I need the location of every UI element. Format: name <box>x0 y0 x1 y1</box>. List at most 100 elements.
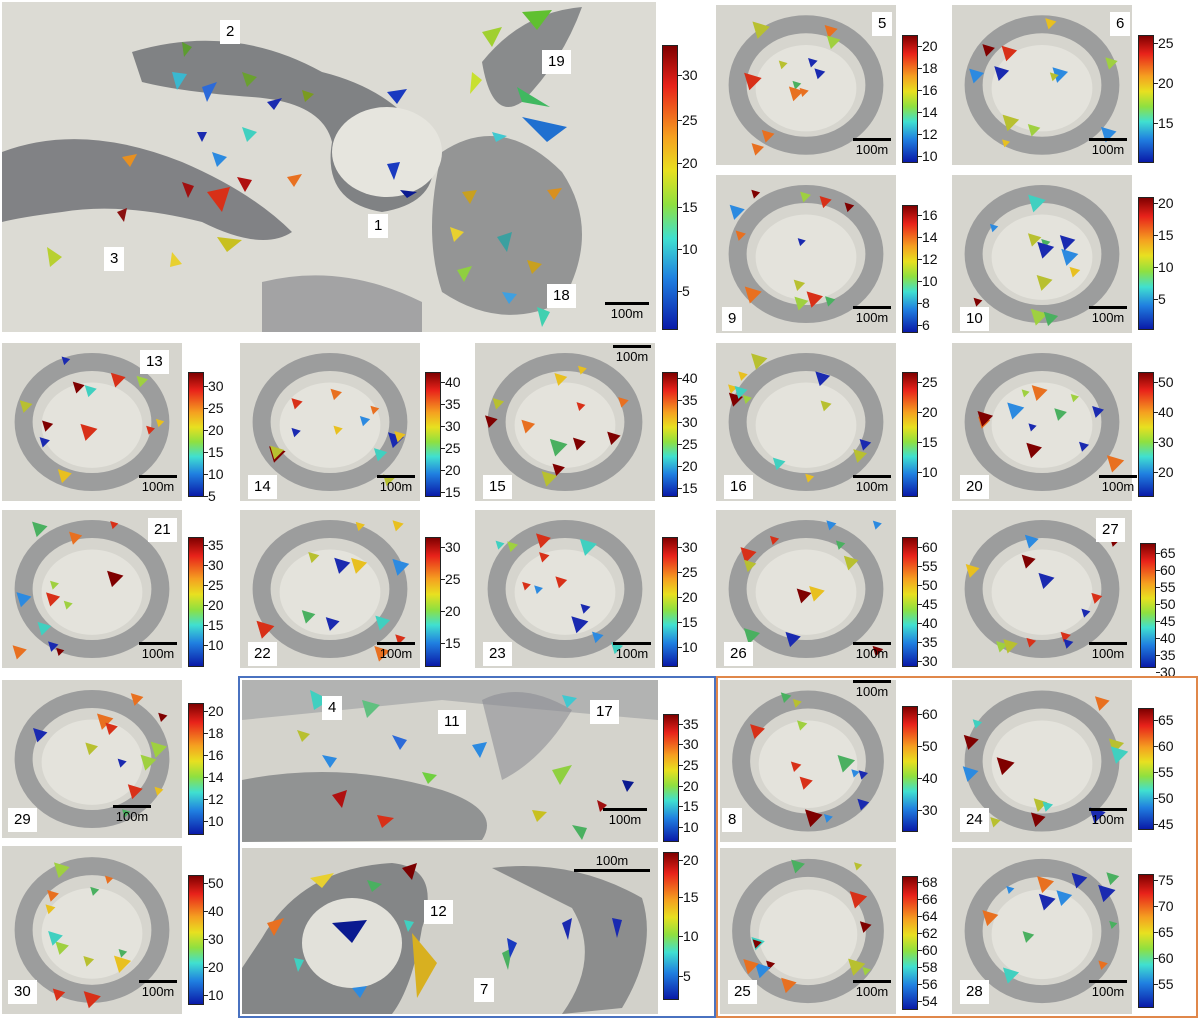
triangle-marker <box>729 204 745 220</box>
triangle-marker <box>872 645 884 657</box>
panel-4-11-17: 4 11 17 100m <box>242 680 658 842</box>
triangle-marker <box>808 57 818 68</box>
triangle-marker <box>1026 442 1042 459</box>
colorbar-24: 65 60 55 50 45 <box>1138 708 1178 832</box>
triangle-marker <box>32 521 48 538</box>
terrain-panel-26 <box>716 510 896 668</box>
triangle-marker <box>752 939 762 949</box>
colorbar-tick: 45 <box>918 596 938 612</box>
triangle-marker <box>972 719 983 729</box>
colorbar-tick: 15 <box>204 617 224 633</box>
triangle-marker <box>820 400 832 412</box>
triangle-marker <box>48 641 59 652</box>
triangle-marker <box>1021 389 1030 398</box>
triangle-marker <box>541 471 558 487</box>
triangle-marker <box>823 813 833 823</box>
triangle-marker <box>752 21 770 39</box>
triangle-marker <box>355 521 365 532</box>
crater-label-24: 24 <box>960 808 989 832</box>
colorbar-tick: 30 <box>204 557 224 573</box>
colorbar-tick: 20 <box>204 422 224 438</box>
triangle-marker <box>495 540 505 550</box>
triangle-marker <box>61 356 71 366</box>
triangle-marker <box>1001 45 1018 62</box>
triangle-marker <box>1042 801 1054 812</box>
triangle-marker <box>859 921 872 933</box>
colorbar-tick: 10 <box>678 639 698 655</box>
triangle-marker <box>492 398 505 410</box>
colorbar-23: 30 25 20 15 10 <box>662 537 702 667</box>
colorbar-tick: 25 <box>679 757 699 773</box>
colorbar-5: 20 18 16 14 12 10 <box>902 35 942 164</box>
triangle-marker <box>579 538 597 556</box>
colorbar-tick: 15 <box>204 444 224 460</box>
triangle-marker <box>792 698 802 708</box>
triangle-marker <box>50 580 59 590</box>
triangle-marker <box>1059 235 1076 251</box>
triangle-marker <box>982 44 995 57</box>
colorbar-tick: 45 <box>1156 613 1176 629</box>
terrain-panel-9 <box>716 175 896 333</box>
colorbar-25: 68 66 64 62 60 58 56 54 <box>902 874 942 1010</box>
triangle-marker <box>849 891 868 909</box>
colorbar-tick: 25 <box>441 571 461 587</box>
color-ramp <box>902 537 918 667</box>
colorbar-30: 50 40 30 20 10 <box>188 875 228 1005</box>
triangle-marker <box>334 557 351 574</box>
terrain-panel-8 <box>720 680 896 842</box>
scale-bar: 100m <box>850 306 894 325</box>
triangle-marker <box>37 621 52 636</box>
triangle-marker <box>1036 274 1053 291</box>
triangle-marker <box>1045 18 1057 30</box>
scale-bar: 100m <box>1096 475 1140 494</box>
colorbar-blue-top: 35 30 25 20 15 10 <box>663 714 703 842</box>
triangle-marker <box>359 415 371 427</box>
color-ramp <box>1138 197 1154 330</box>
colorbar-tick: 18 <box>918 60 938 76</box>
triangle-marker <box>826 520 837 531</box>
crater-label-21: 21 <box>148 518 177 542</box>
triangle-marker <box>80 423 98 441</box>
scale-label: 100m <box>855 142 889 157</box>
colorbar-tick: 10 <box>204 637 224 653</box>
colorbar-tick: 20 <box>204 597 224 613</box>
triangle-marker <box>778 60 788 70</box>
colorbar-tick: 10 <box>204 987 224 1003</box>
crater-label-28: 28 <box>960 980 989 1004</box>
colorbar-tick: 25 <box>441 440 461 456</box>
triangle-marker <box>848 958 866 976</box>
colorbar-tick: 30 <box>441 539 461 555</box>
triangle-marker <box>507 541 519 553</box>
triangle-marker <box>859 439 872 451</box>
triangle-marker <box>1094 696 1110 711</box>
triangle-marker <box>1007 402 1025 420</box>
triangle-marker <box>333 425 343 435</box>
color-ramp <box>662 45 678 330</box>
triangle-marker <box>1021 554 1036 569</box>
triangle-marker <box>576 402 586 412</box>
crater-label-22: 22 <box>248 642 277 666</box>
triangle-marker <box>1106 455 1125 473</box>
colorbar-tick: 25 <box>918 374 938 390</box>
triangle-marker <box>1037 876 1055 894</box>
triangle-marker <box>854 862 863 871</box>
colorbar-tick: 30 <box>1154 434 1174 450</box>
triangle-marker <box>1038 572 1055 589</box>
scale-bar: 100m <box>374 642 418 661</box>
triangle-marker <box>1031 385 1048 401</box>
colorbar-tick: 65 <box>1154 712 1174 728</box>
triangle-marker <box>1069 266 1081 278</box>
scale-bar: 100m <box>136 980 180 999</box>
triangle-marker <box>790 761 802 773</box>
triangle-marker <box>127 784 143 800</box>
scale-bar: 100m <box>850 138 894 157</box>
colorbar-tick: 15 <box>918 434 938 450</box>
colorbar-main: 30 25 20 15 10 5 <box>662 45 702 330</box>
color-ramp <box>902 35 918 163</box>
colorbar-tick: 12 <box>204 791 224 807</box>
terrain-mesh <box>2 680 182 838</box>
triangle-marker <box>104 875 114 884</box>
color-ramp <box>902 876 918 1010</box>
scale-bar: 100m <box>1086 138 1130 157</box>
colorbar-tick: 40 <box>1156 630 1176 646</box>
